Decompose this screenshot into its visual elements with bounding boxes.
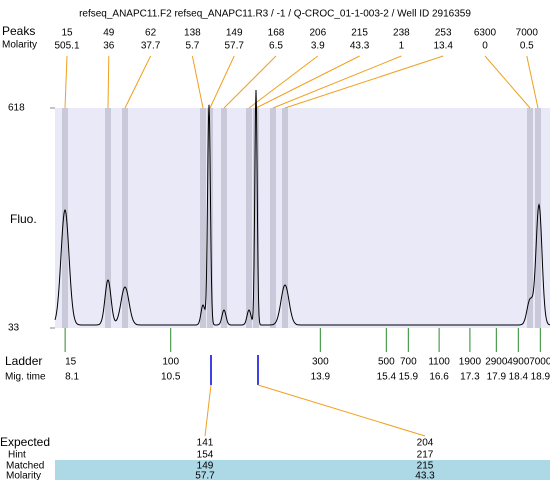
mig-time-label: Mig. time [5, 372, 46, 383]
ladder-mig-time: 18.4 [509, 372, 529, 383]
molarity-label: Molarity [2, 40, 37, 51]
peak-molarity: 0 [482, 41, 488, 52]
peak-band [246, 108, 252, 328]
y-axis-label: Fluo. [10, 212, 37, 226]
ladder-size: 15 [65, 357, 77, 368]
ladder-mig-time: 17.3 [460, 372, 480, 383]
expected-size: 141 [197, 438, 214, 449]
peak-size: 168 [268, 28, 285, 39]
peak-molarity: 43.3 [350, 41, 370, 52]
peak-connector [124, 55, 152, 109]
peak-band [200, 108, 206, 328]
peak-molarity: 57.7 [224, 41, 244, 52]
peak-molarity: 6.5 [269, 41, 283, 52]
peak-molarity: 1 [399, 41, 405, 52]
peak-band [270, 108, 276, 328]
hint-label: Hint [8, 450, 26, 461]
peak-size: 253 [435, 28, 452, 39]
peak-band [221, 108, 227, 328]
peak-connector [284, 55, 444, 109]
peak-size: 206 [309, 28, 326, 39]
peak-size: 6300 [474, 28, 497, 39]
peak-molarity: 5.7 [185, 41, 199, 52]
expected-connector [257, 384, 426, 437]
ladder-mig-time: 15.9 [399, 372, 419, 383]
ladder-size: 4900 [507, 357, 530, 368]
ladder-size: 700 [400, 357, 417, 368]
peak-connector [272, 55, 402, 109]
peak-size: 149 [226, 28, 243, 39]
expected-label: Expected [0, 435, 50, 449]
peak-connector [64, 55, 68, 109]
peak-band [253, 108, 259, 328]
peaks-label: Peaks [2, 24, 35, 38]
matched-label: Matched [6, 461, 44, 472]
ladder-label: Ladder [5, 354, 42, 368]
ladder-mig-time: 8.1 [65, 372, 79, 383]
peak-connector [255, 55, 360, 109]
peak-connector [209, 55, 235, 109]
peak-band [105, 108, 111, 328]
peak-band [62, 108, 68, 328]
hint-size: 217 [417, 450, 434, 461]
ladder-size: 1900 [459, 357, 482, 368]
peak-molarity: 13.4 [433, 41, 453, 52]
peak-molarity: 3.9 [311, 41, 325, 52]
ladder-mig-time: 17.9 [487, 372, 507, 383]
trace [54, 89, 550, 326]
ladder-mig-time: 15.4 [377, 372, 397, 383]
peak-size: 62 [145, 28, 157, 39]
matched-row-bg [55, 460, 550, 480]
ladder-size: 500 [378, 357, 395, 368]
plot-area [55, 108, 550, 328]
peak-band [122, 108, 128, 328]
ladder-mig-time: 18.9 [531, 372, 550, 383]
chart-title: refseq_ANAPC11.F2 refseq_ANAPC11.R3 / -1… [79, 9, 471, 20]
peak-size: 238 [393, 28, 410, 39]
matched-size: 149 [197, 461, 214, 472]
hint-size: 154 [197, 450, 214, 461]
peak-band [527, 108, 533, 328]
y-tick-label: 618 [8, 103, 25, 114]
peak-size: 138 [184, 28, 201, 39]
peak-molarity: 0.5 [520, 41, 534, 52]
peak-connector [191, 55, 204, 109]
peak-size: 7000 [516, 28, 539, 39]
ladder-mig-time: 16.6 [429, 372, 449, 383]
peak-connector [223, 55, 277, 109]
ladder-mig-time: 10.5 [161, 372, 181, 383]
ladder-size: 2900 [485, 357, 508, 368]
expected-connector [204, 384, 212, 437]
matched-molarity: 57.7 [195, 471, 215, 480]
ladder-size: 300 [312, 357, 329, 368]
ladder-size: 100 [162, 357, 179, 368]
molarity-row-label: Molarity [6, 471, 41, 480]
peak-molarity: 36 [103, 41, 115, 52]
peak-size: 49 [103, 28, 115, 39]
peak-size: 215 [351, 28, 368, 39]
peak-molarity: 37.7 [141, 41, 161, 52]
peak-connector [107, 55, 110, 109]
peak-molarity: 505.1 [54, 41, 79, 52]
ladder-mig-time: 13.9 [311, 372, 331, 383]
ladder-size: 7000 [529, 357, 550, 368]
peak-size: 15 [61, 28, 73, 39]
peak-band [207, 108, 213, 328]
matched-size: 215 [417, 461, 434, 472]
expected-size: 204 [417, 438, 434, 449]
peak-connector [526, 55, 539, 109]
peak-band [282, 108, 288, 328]
peak-connector [248, 55, 319, 109]
y-tick-label: 33 [8, 323, 20, 334]
ladder-size: 1100 [428, 357, 450, 368]
peak-connector [484, 55, 531, 109]
matched-molarity: 43.3 [415, 471, 435, 480]
